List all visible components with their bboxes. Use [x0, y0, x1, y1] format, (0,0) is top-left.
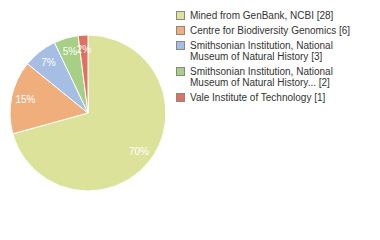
html-text:Vale Institute of Technology [: Vale Institute of Technology [1]	[190, 92, 326, 103]
svg-text:7%: 7%	[41, 57, 56, 68]
svg-text:2%: 2%	[77, 44, 92, 55]
svg-text:5%: 5%	[63, 46, 78, 57]
svg-text:15%: 15%	[15, 94, 35, 105]
html-text:Centre for Biodiversity Genomi: Centre for Biodiversity Genomics [6]	[190, 25, 351, 36]
svg-text:70%: 70%	[129, 146, 149, 157]
html-text:Smithsonian Institution, Natio: Smithsonian Institution, National Museum…	[190, 66, 333, 88]
html-text:Mined from GenBank, NCBI [28]: Mined from GenBank, NCBI [28]	[190, 10, 334, 21]
html-text:Smithsonian Institution, Natio: Smithsonian Institution, National Museum…	[190, 40, 333, 62]
